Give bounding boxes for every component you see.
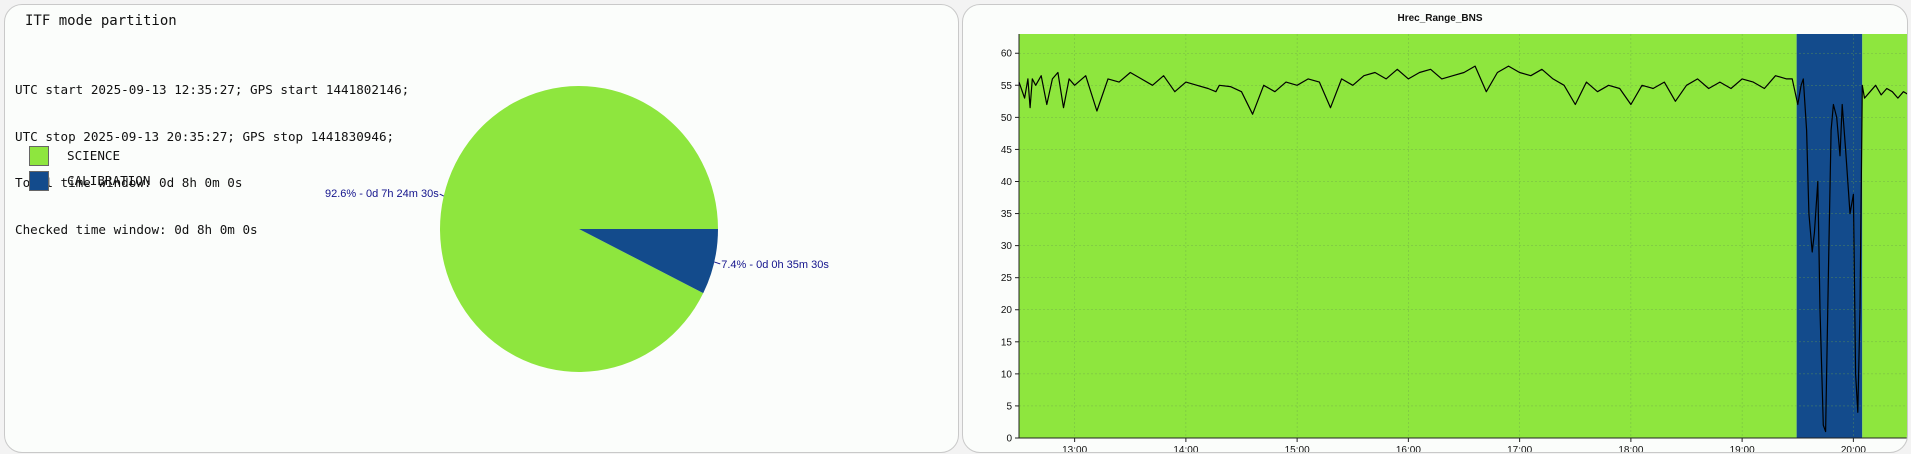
pie-leader-calibration <box>714 261 721 265</box>
y-tick-label: 20 <box>1001 305 1013 316</box>
pie-leader-science <box>439 193 444 197</box>
itf-mode-partition-panel: ITF mode partition UTC start 2025-09-13 … <box>4 4 959 453</box>
chart-title: Hrec_Range_BNS <box>1397 13 1482 24</box>
y-tick-label: 0 <box>1006 434 1012 445</box>
x-tick-label: 16:00 <box>1396 445 1421 453</box>
hrec-range-bns-panel: Hrec_Range_BNS 0 5 10 15 20 25 30 35 40 45 50 55 60 13… <box>962 4 1908 453</box>
checked-time-window-line: Checked time window: 0d 8h 0m 0s <box>15 221 258 237</box>
pie-chart: 7.4% - 0d 0h 35m 30s 92.6% - 0d 7h 24m 30… <box>325 85 829 372</box>
pie-slice-science <box>440 85 718 372</box>
band-science-2 <box>1862 34 1907 438</box>
timeseries-chart: Hrec_Range_BNS 0 5 10 15 20 25 30 35 40 45 50 55 60 13… <box>1001 13 1907 453</box>
band-science-0 <box>1019 34 1797 438</box>
time-window-info: UTC start 2025-09-13 12:35:27; GPS start… <box>15 51 409 268</box>
x-tick-label: 19:00 <box>1730 445 1755 453</box>
series-line-0 <box>1018 65 1907 433</box>
x-tick-label: 18:00 <box>1618 445 1643 453</box>
y-tick-label: 45 <box>1001 145 1013 156</box>
legend-item-calibration: CALIBRATION <box>29 168 150 193</box>
legend-item-science: SCIENCE <box>29 143 150 168</box>
y-tick-label: 30 <box>1001 241 1013 252</box>
x-tick-label: 20:00 <box>1841 445 1866 453</box>
pie-legend: SCIENCE CALIBRATION <box>29 143 150 193</box>
x-tick-label: 14:00 <box>1173 445 1198 453</box>
x-tick-label: 15:00 <box>1285 445 1310 453</box>
y-tick-label: 50 <box>1001 113 1013 124</box>
legend-label-science: SCIENCE <box>67 148 121 163</box>
pie-slice-calibration <box>579 229 718 294</box>
y-tick-label: 5 <box>1006 401 1012 412</box>
legend-swatch-calibration <box>29 170 49 191</box>
y-tick-label: 15 <box>1001 337 1013 348</box>
y-tick-label: 25 <box>1001 273 1013 284</box>
legend-label-calibration: CALIBRATION <box>67 173 151 188</box>
x-tick-label: 17:00 <box>1507 445 1532 453</box>
y-tick-label: 55 <box>1001 81 1013 92</box>
panel-title: ITF mode partition <box>25 13 177 29</box>
y-tick-label: 10 <box>1001 369 1013 380</box>
y-tick-label: 35 <box>1001 209 1013 220</box>
pie-label-calibration: 7.4% - 0d 0h 35m 30s <box>721 259 829 271</box>
y-tick-label: 60 <box>1001 49 1013 60</box>
pie-label-science: 92.6% - 0d 7h 24m 30s <box>325 188 439 200</box>
x-tick-label: 13:00 <box>1062 445 1087 453</box>
utc-start-line: UTC start 2025-09-13 12:35:27; GPS start… <box>15 82 410 97</box>
legend-swatch-science <box>29 145 49 166</box>
utc-stop-line: UTC stop 2025-09-13 20:35:27; GPS stop 1… <box>15 128 395 144</box>
y-tick-label: 40 <box>1001 177 1013 188</box>
